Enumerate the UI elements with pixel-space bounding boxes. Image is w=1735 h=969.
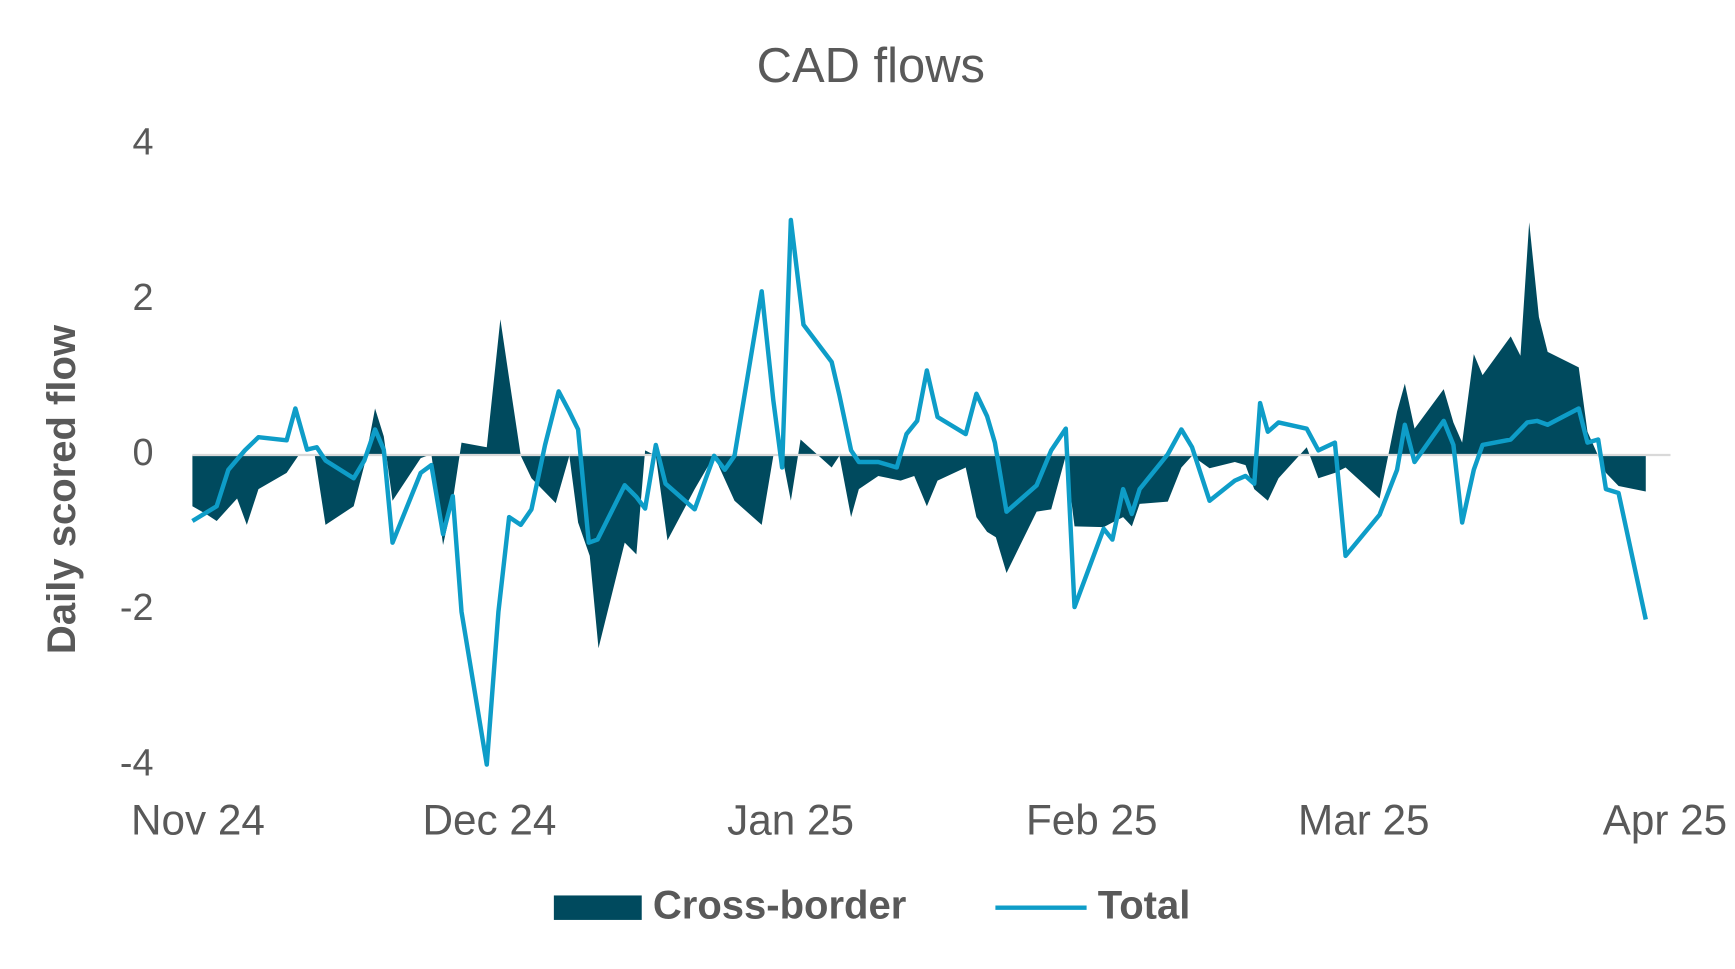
x-tick-label: Dec 24	[422, 796, 556, 843]
x-tick-label: Nov 24	[131, 796, 265, 843]
legend-label: Total	[1098, 883, 1191, 927]
y-axis-label: Daily scored flow	[40, 324, 84, 654]
legend-swatch	[553, 895, 642, 920]
x-tick-label: Jan 25	[727, 796, 854, 843]
area	[192, 222, 1646, 649]
y-tick-label: -4	[120, 742, 154, 784]
plot-area: -4 -2 0 2 4 Nov 24 Dec 24 Jan 25 Feb 25 Mar 25 Apr…	[120, 122, 1727, 844]
x-tick-label: Feb 25	[1026, 796, 1158, 843]
y-tick-label: 2	[132, 277, 153, 319]
chart-title: CAD flows	[757, 39, 985, 93]
legend-label: Cross-border	[653, 883, 906, 927]
line	[191, 217, 1648, 767]
y-tick-label: 0	[132, 432, 153, 474]
x-tick-label: Apr 25	[1603, 796, 1727, 843]
legend: Cross-border Total	[553, 883, 1191, 927]
x-tick-label: Mar 25	[1298, 796, 1430, 843]
y-tick-label: -2	[120, 587, 154, 629]
y-tick-label: 4	[132, 122, 153, 164]
